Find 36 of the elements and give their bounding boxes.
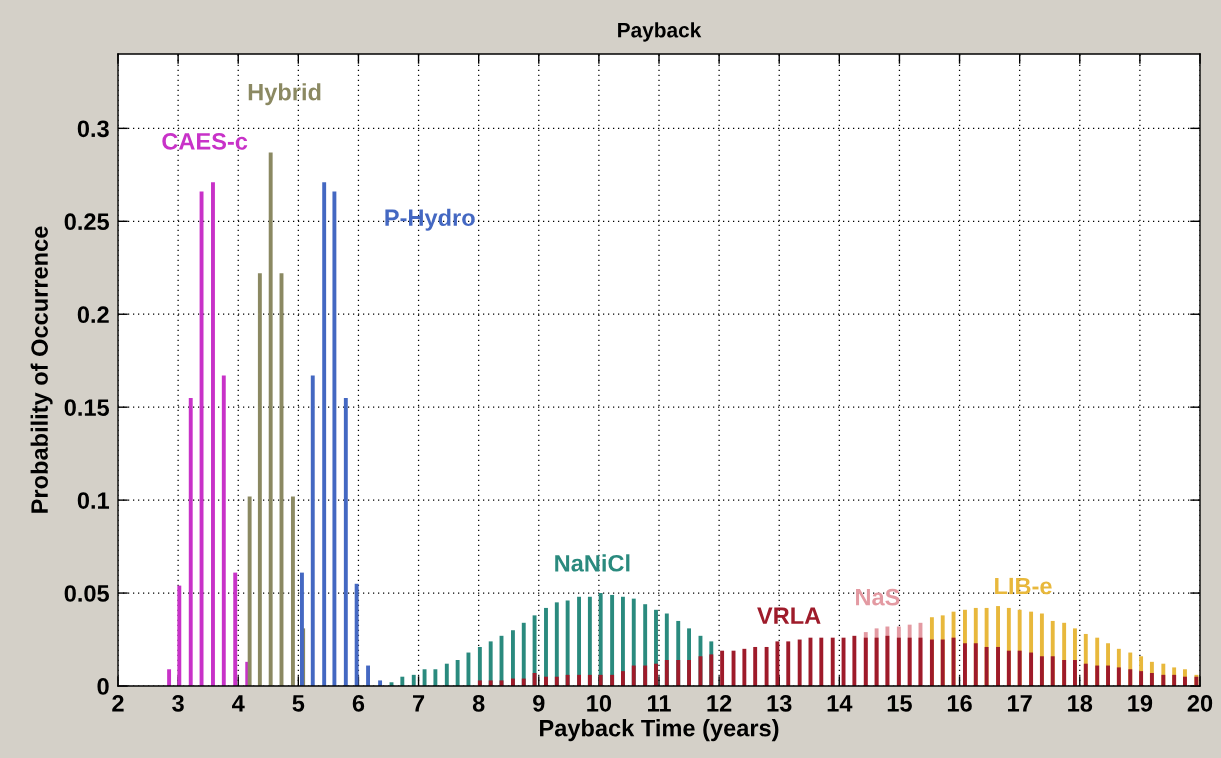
x-tick-label: 18	[1068, 694, 1093, 712]
x-tick-label: 3	[172, 694, 184, 712]
y-tick-label: 0.2	[77, 306, 109, 324]
chart-title: Payback	[618, 22, 702, 42]
y-tick-label: 0.3	[77, 120, 109, 138]
x-tick-label: 13	[767, 694, 792, 712]
x-tick-label: 11	[648, 695, 671, 712]
y-tick-label: 0.05	[64, 585, 110, 602]
y-tick-label: 0	[97, 678, 109, 695]
y-tick-label: 0.15	[64, 399, 110, 416]
x-tick-label: 7	[413, 695, 425, 712]
series-label: CAES-c	[162, 132, 248, 150]
x-tick-label: 4	[232, 695, 245, 712]
x-tick-label: 6	[352, 694, 365, 712]
series-label: VRLA	[757, 607, 821, 624]
x-tick-label: 19	[1128, 694, 1153, 712]
x-tick-label: 17	[1008, 695, 1032, 712]
x-tick-label: 8	[472, 694, 485, 712]
x-tick-label: 9	[533, 694, 545, 712]
x-tick-label: 15	[887, 695, 912, 712]
series-label: LIB-e	[995, 577, 1052, 595]
series-label: NaS	[856, 588, 900, 606]
x-tick-label: 20	[1187, 694, 1213, 712]
y-tick-label: 0.1	[77, 492, 110, 509]
x-tick-label: 16	[947, 694, 972, 712]
text: P-Hydro	[385, 208, 475, 231]
x-axis-title: Payback Time (years)	[540, 719, 779, 742]
x-tick-label: 12	[707, 694, 732, 712]
x-tick-label: 14	[827, 695, 853, 712]
x-tick-label: 10	[587, 694, 612, 712]
series-label: NaNiCl	[555, 554, 630, 572]
y-tick-label: 0.25	[64, 213, 110, 231]
y-axis-title: Probability of Occurrence	[30, 226, 53, 513]
x-tick-label: 5	[292, 695, 305, 712]
text: Hybrid	[248, 83, 321, 106]
x-tick-label: 2	[112, 694, 124, 712]
